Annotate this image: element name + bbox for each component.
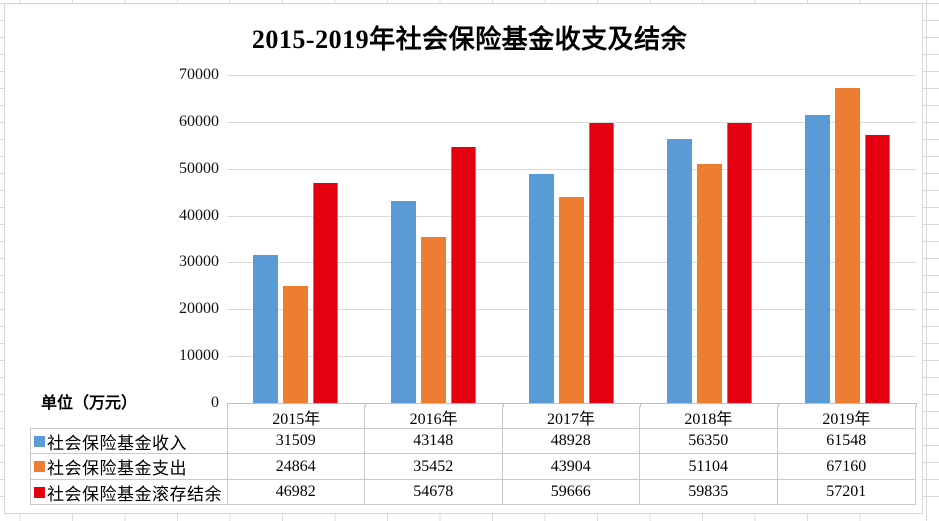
legend-cell: 社会保险基金滚存结余 (31, 480, 228, 504)
table-row: 社会保险基金支出 24864 35452 43904 51104 67160 (30, 454, 916, 480)
year-header-cell: 2018年 (640, 406, 778, 428)
x-axis-tick (778, 403, 780, 407)
y-gridline (227, 75, 916, 76)
year-header-cell: 2016年 (365, 406, 503, 428)
value-cell: 51104 (640, 454, 778, 479)
y-axis-tick-label: 70000 (179, 66, 219, 83)
y-axis-tick-label: 40000 (179, 206, 219, 224)
legend-label: 社会保险基金滚存结余 (47, 484, 222, 504)
bar-series1-2015年[interactable] (253, 255, 279, 403)
value-cell: 61548 (826, 432, 867, 449)
value-cell: 35452 (365, 454, 503, 479)
legend-swatch-series2 (34, 461, 45, 472)
bar-series3-2018年[interactable] (726, 123, 752, 403)
bar-series2-2015年[interactable] (283, 286, 309, 403)
legend-swatch-series1 (34, 435, 45, 447)
value-cell: 57201 (826, 483, 867, 500)
year-header-cell: 2015年 (228, 406, 366, 428)
bar-series2-2016年[interactable] (421, 237, 447, 403)
y-axis-tick-label: 50000 (179, 159, 219, 177)
bar-series2-2017年[interactable] (559, 197, 584, 403)
bar-series2-2018年[interactable] (696, 164, 722, 403)
bar-series1-2019年[interactable] (804, 115, 830, 403)
x-axis-tick (364, 403, 366, 407)
x-axis-line (227, 403, 916, 404)
value-cell: 54678 (365, 480, 503, 504)
chart-title: 2015-2019年社会保险基金收支及结余 (251, 25, 688, 54)
legend-label: 社会保险基金支出 (47, 459, 187, 478)
value-cell: 67160 (826, 457, 867, 475)
y-axis-tick-label: 0 (211, 394, 219, 411)
year-header-cell: 2019年 (822, 411, 871, 428)
value-cell: 46982 (228, 480, 366, 504)
legend-cell: 社会保险基金收入 (31, 429, 228, 453)
value-cell: 56350 (640, 429, 778, 453)
y-axis-tick-label: 20000 (179, 300, 219, 318)
bar-series3-2019年[interactable] (864, 135, 890, 403)
bar-series1-2016年[interactable] (391, 201, 417, 403)
y-gridline (227, 121, 916, 123)
bar-series2-2019年[interactable] (834, 88, 860, 403)
legend-swatch-series3 (34, 486, 45, 498)
table-row: 社会保险基金收入 31509 43148 48928 56350 61548 (30, 428, 916, 454)
value-cell: 59835 (640, 480, 778, 504)
value-cell: 43148 (365, 429, 503, 453)
y-axis-tick-label: 60000 (179, 112, 219, 130)
value-cell: 48928 (503, 429, 641, 453)
x-axis-tick (227, 403, 228, 407)
table-row: 社会保险基金滚存结余 46982 54678 59666 59835 57201 (30, 480, 916, 505)
spreadsheet-column-line (926, 0, 927, 521)
y-axis-tick-label: 30000 (179, 253, 219, 271)
bar-series3-2016年[interactable] (451, 147, 477, 403)
legend-cell: 社会保险基金支出 (31, 454, 228, 479)
x-axis-tick (640, 403, 642, 407)
y-axis-tick-label: 10000 (179, 347, 219, 365)
value-cell: 59666 (503, 480, 641, 504)
bar-series3-2017年[interactable] (589, 123, 614, 403)
x-axis-tick (502, 403, 504, 407)
unit-label: 单位（万元） (41, 395, 138, 412)
year-header-cell: 2017年 (503, 406, 641, 428)
table-header-row: 2015年 2016年 2017年 2018年 2019年 (227, 406, 916, 428)
bar-series1-2018年[interactable] (666, 139, 692, 403)
value-cell: 43904 (503, 454, 641, 479)
y-gridline (227, 168, 916, 170)
bar-series3-2015年[interactable] (313, 183, 339, 403)
x-axis-tick (916, 403, 917, 407)
value-cell: 24864 (228, 454, 366, 479)
value-cell: 31509 (228, 429, 366, 453)
legend-label: 社会保险基金收入 (47, 433, 187, 453)
bar-series1-2017年[interactable] (529, 174, 554, 403)
